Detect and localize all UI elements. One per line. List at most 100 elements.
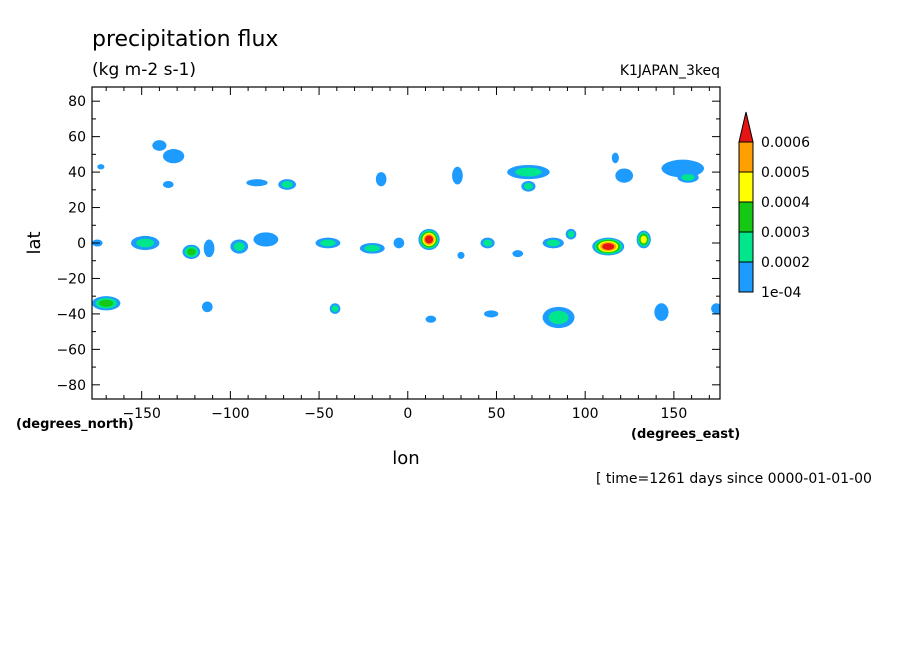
contour-level-2 xyxy=(281,181,293,188)
contour-level-2 xyxy=(331,305,339,312)
x-unit-label: (degrees_east) xyxy=(631,427,740,442)
precip-cell xyxy=(615,168,634,183)
precip-cell xyxy=(246,179,268,187)
contour-level-1 xyxy=(457,251,465,259)
x-tick-label: −100 xyxy=(211,406,249,422)
plot-frame xyxy=(91,86,721,400)
precip-cell xyxy=(565,228,577,240)
precip-cell xyxy=(542,237,564,249)
colorbar-swatch xyxy=(738,231,754,263)
precip-cell xyxy=(131,235,160,251)
plot-marks xyxy=(92,140,720,329)
precip-cell xyxy=(162,180,174,189)
y-tick-label: 60 xyxy=(68,130,86,146)
y-tick-label: 40 xyxy=(68,165,86,181)
precip-cell xyxy=(418,228,440,251)
contour-level-1 xyxy=(484,310,499,318)
precip-cell xyxy=(457,251,465,259)
precip-cell xyxy=(425,315,437,323)
precip-cell xyxy=(480,237,495,249)
precip-cell xyxy=(329,303,341,314)
precip-cell xyxy=(592,237,625,256)
precip-cell xyxy=(484,310,499,318)
contour-level-2 xyxy=(233,242,245,251)
precip-cell xyxy=(542,306,575,329)
contour-level-1 xyxy=(711,303,720,314)
colorbar: 1e-04 0.0002 0.0003 0.0004 0.0005 0.0006 xyxy=(738,111,810,301)
contour-level-3 xyxy=(186,248,196,256)
precip-cell xyxy=(677,172,699,183)
precip-cell xyxy=(162,149,185,164)
contour-level-6 xyxy=(425,235,434,244)
y-tick-label: −80 xyxy=(56,378,86,394)
precip-cell xyxy=(507,165,550,180)
contour-level-1 xyxy=(611,152,619,164)
y-tick-label: −40 xyxy=(56,307,86,323)
contour-level-1 xyxy=(425,315,437,323)
contour-level-2 xyxy=(523,182,533,190)
contour-level-4 xyxy=(640,235,647,244)
precip-cell xyxy=(253,232,279,247)
contour-level-1 xyxy=(162,149,185,164)
contour-level-6 xyxy=(602,243,615,250)
y-unit-label: (degrees_north) xyxy=(16,417,134,432)
precip-cell xyxy=(92,296,121,311)
contour-level-2 xyxy=(567,230,575,238)
precip-cell xyxy=(152,140,167,151)
y-axis-label: lat xyxy=(24,231,45,254)
contour-level-1 xyxy=(203,239,215,258)
contour-level-2 xyxy=(364,244,381,252)
contour-level-1 xyxy=(375,172,387,187)
contour-level-1 xyxy=(152,140,167,151)
x-tick-label: 50 xyxy=(488,406,506,422)
contour-level-2 xyxy=(515,167,542,177)
precip-cell xyxy=(521,180,536,192)
colorbar-swatch xyxy=(738,201,754,233)
colorbar-arrow xyxy=(738,111,754,143)
contour-level-1 xyxy=(393,237,405,249)
precip-cell xyxy=(97,164,105,170)
precip-cell xyxy=(393,237,405,249)
precip-cell xyxy=(201,301,213,313)
precip-cell xyxy=(375,172,387,187)
precip-cell xyxy=(611,152,619,164)
x-tick-label: −50 xyxy=(304,406,334,422)
colorbar-label: 0.0002 xyxy=(761,255,810,271)
precip-cell xyxy=(203,239,215,258)
contour-level-2 xyxy=(320,239,336,247)
contour-level-3 xyxy=(99,299,114,307)
colorbar-label: 0.0005 xyxy=(761,165,810,181)
contour-level-2 xyxy=(681,174,695,181)
contour-level-1 xyxy=(654,303,669,321)
contour-level-1 xyxy=(615,168,634,183)
precip-cell xyxy=(182,244,201,259)
time-label: [ time=1261 days since 0000-01-01-00 xyxy=(596,471,872,487)
colorbar-swatch xyxy=(738,261,754,293)
colorbar-label: 0.0003 xyxy=(761,225,810,241)
contour-level-2 xyxy=(548,310,569,325)
x-tick-label: 100 xyxy=(572,406,599,422)
contour-level-2 xyxy=(483,239,493,247)
y-axis: 80 60 40 20 0 −20 −40 −60 −80 xyxy=(56,94,720,394)
precip-cell xyxy=(359,243,385,254)
chart-subtitle: (kg m-2 s-1) xyxy=(92,60,196,80)
precip-cell xyxy=(636,230,651,249)
precip-cell xyxy=(512,250,524,258)
contour-level-1 xyxy=(512,250,524,258)
chart-title: precipitation flux xyxy=(92,27,278,52)
x-tick-label: 150 xyxy=(661,406,688,422)
dataset-label: K1JAPAN_3keq xyxy=(620,63,720,79)
colorbar-label: 1e-04 xyxy=(761,285,801,301)
precip-cell xyxy=(315,237,341,249)
precip-cell xyxy=(711,303,720,314)
contour-level-1 xyxy=(201,301,213,313)
colorbar-swatch xyxy=(738,171,754,203)
contour-level-2 xyxy=(546,239,560,247)
contour-level-1 xyxy=(162,180,174,189)
y-tick-label: 20 xyxy=(68,201,86,217)
x-tick-label: −150 xyxy=(122,406,160,422)
y-tick-label: 80 xyxy=(68,94,86,110)
x-axis: −150 −100 −50 0 50 100 150 xyxy=(105,87,710,422)
precip-cell xyxy=(278,179,297,190)
